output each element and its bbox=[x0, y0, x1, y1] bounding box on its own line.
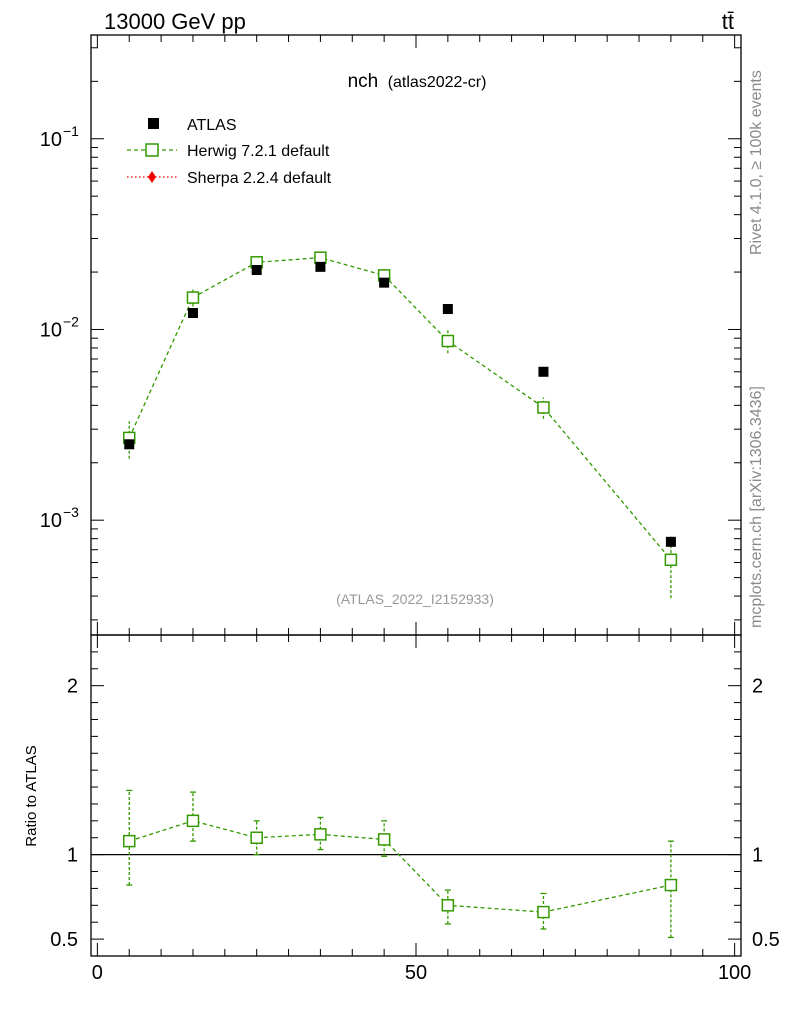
y-tick-label: 10 bbox=[40, 510, 62, 532]
ratio-herwig-line bbox=[129, 820, 672, 913]
main-series bbox=[122, 251, 678, 599]
legend-sherpa-label: Sherpa 2.2.4 default bbox=[187, 170, 332, 187]
energy-label: 13000 GeV pp bbox=[104, 9, 246, 34]
x-tick-label: 100 bbox=[718, 962, 751, 984]
process-label: tt̄ bbox=[722, 9, 734, 34]
ratio-herwig-point bbox=[664, 878, 678, 892]
atlas-point bbox=[251, 265, 262, 276]
title-main: nch bbox=[348, 71, 379, 92]
y-tick-exponent: −3 bbox=[63, 504, 79, 520]
analysis-tag: (ATLAS_2022_I2152933) bbox=[336, 591, 494, 607]
ratio-ylabel: Ratio to ATLAS bbox=[23, 745, 40, 846]
herwig-point bbox=[537, 401, 550, 414]
x-tick-label: 0 bbox=[92, 962, 103, 984]
legend-atlas-marker bbox=[148, 118, 159, 129]
y-tick-label: 10 bbox=[40, 129, 62, 151]
x-tick-labels: 0 50 100 bbox=[92, 962, 752, 984]
legend-sherpa-marker bbox=[148, 171, 156, 183]
plot-title: nch (atlas2022-cr) bbox=[348, 71, 487, 92]
atlas-point bbox=[538, 366, 549, 377]
y-tick-exponent: −2 bbox=[63, 313, 79, 329]
ratio-frame bbox=[90, 634, 742, 957]
ratio-series bbox=[122, 789, 678, 939]
legend: ATLAS Herwig 7.2.1 default Sherpa 2.2.4 … bbox=[127, 117, 332, 187]
ratio-herwig-point bbox=[537, 905, 550, 919]
y-tick-label: 10 bbox=[40, 319, 62, 341]
atlas-point bbox=[379, 277, 390, 288]
ratio-y-tick-label: 1 bbox=[67, 845, 78, 867]
ratio-herwig-point bbox=[250, 831, 263, 844]
ratio-y-tick-label-right: 1 bbox=[752, 845, 763, 867]
herwig-line bbox=[128, 256, 672, 561]
ratio-herwig-point bbox=[377, 833, 391, 846]
atlas-point bbox=[315, 261, 326, 272]
herwig-point bbox=[314, 251, 327, 264]
ratio-herwig-point bbox=[122, 834, 136, 848]
atlas-point bbox=[442, 304, 453, 315]
mcplots-label: mcplots.cern.ch [arXiv:1306.3436] bbox=[748, 386, 765, 628]
atlas-point bbox=[124, 439, 135, 450]
ratio-axes: 0.5 0.5 1 1 2 2 bbox=[50, 634, 780, 957]
ratio-y-tick-label: 0.5 bbox=[50, 929, 78, 951]
ratio-y-tick-label: 2 bbox=[67, 676, 78, 698]
rivet-label: Rivet 4.1.0, ≥ 100k events bbox=[748, 70, 765, 255]
herwig-point bbox=[441, 334, 455, 348]
ratio-herwig-point bbox=[441, 899, 455, 912]
main-axes: 10−310−210−1 bbox=[40, 35, 741, 635]
atlas-point bbox=[187, 308, 198, 319]
x-tick-label: 50 bbox=[405, 962, 427, 984]
ratio-herwig-point bbox=[314, 828, 327, 841]
legend-herwig-marker bbox=[145, 143, 159, 157]
y-tick-exponent: −1 bbox=[63, 123, 79, 139]
ratio-herwig-point bbox=[186, 814, 200, 828]
ratio-y-tick-label-right: 2 bbox=[752, 676, 763, 698]
legend-atlas-label: ATLAS bbox=[187, 117, 237, 134]
herwig-point bbox=[664, 553, 678, 567]
atlas-point bbox=[665, 536, 676, 547]
ratio-y-tick-label-right: 0.5 bbox=[752, 929, 780, 951]
herwig-point bbox=[186, 291, 200, 304]
title-sub: (atlas2022-cr) bbox=[388, 74, 487, 91]
legend-herwig-label: Herwig 7.2.1 default bbox=[187, 143, 330, 160]
